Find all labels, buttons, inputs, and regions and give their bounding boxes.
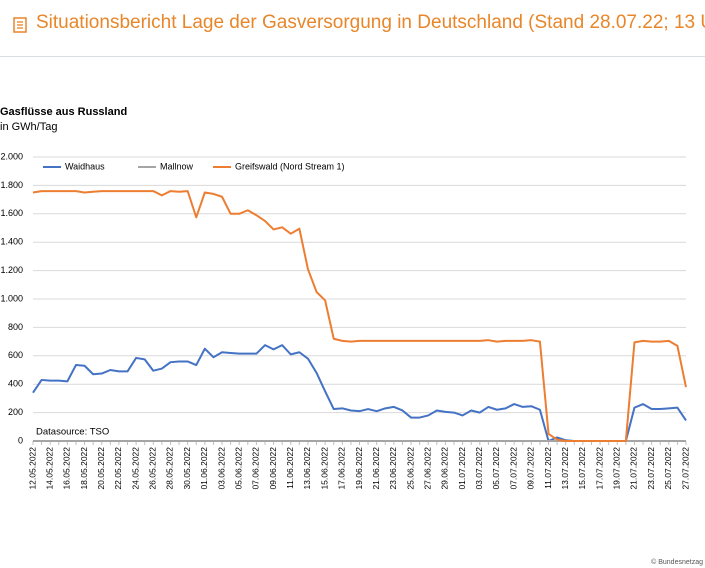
- x-tick-label: 13.07.2022: [560, 447, 570, 490]
- x-tick-label: 05.07.2022: [491, 447, 501, 490]
- header-icon: [13, 17, 27, 33]
- x-tick-label: 01.06.2022: [199, 447, 209, 490]
- legend-label: Mallnow: [160, 161, 194, 171]
- x-tick-label: 30.05.2022: [182, 447, 192, 490]
- x-tick-label: 17.06.2022: [337, 447, 347, 490]
- x-tick-label: 03.06.2022: [216, 447, 226, 490]
- annotation: Datasource: TSO: [36, 427, 109, 438]
- x-tick-label: 15.06.2022: [319, 447, 329, 490]
- x-tick-label: 23.06.2022: [388, 447, 398, 490]
- x-tick-label: 19.06.2022: [354, 447, 364, 490]
- y-tick-label: 1.800: [0, 180, 23, 190]
- legend-label: Waidhaus: [65, 161, 105, 171]
- x-tick-label: 07.06.2022: [251, 447, 261, 490]
- y-tick-label: 1.200: [0, 265, 23, 275]
- copyright: © Bundesnetzag: [651, 558, 703, 566]
- header-title: Situationsbericht Lage der Gasversorgung…: [36, 12, 705, 33]
- x-tick-label: 27.07.2022: [680, 447, 690, 490]
- x-tick-label: 15.07.2022: [577, 447, 587, 490]
- x-tick-label: 25.06.2022: [405, 447, 415, 490]
- series-line: [32, 344, 687, 442]
- header: Situationsbericht Lage der Gasversorgung…: [0, 0, 705, 57]
- x-tick-label: 27.06.2022: [422, 447, 432, 490]
- x-tick-label: 03.07.2022: [474, 447, 484, 490]
- y-tick-label: 400: [8, 379, 23, 389]
- legend-label: Greifswald (Nord Stream 1): [235, 161, 345, 171]
- x-tick-label: 23.07.2022: [646, 447, 656, 490]
- x-tick-label: 20.05.2022: [96, 447, 106, 490]
- x-tick-label: 05.06.2022: [233, 447, 243, 490]
- x-tick-label: 22.05.2022: [113, 447, 123, 490]
- y-tick-label: 2.000: [0, 151, 23, 161]
- x-tick-label: 14.05.2022: [44, 447, 54, 490]
- x-tick-label: 21.07.2022: [629, 447, 639, 490]
- x-tick-label: 13.06.2022: [302, 447, 312, 490]
- chart-title: Gasflüsse aus Russland: [0, 106, 127, 118]
- x-tick-label: 24.05.2022: [130, 447, 140, 490]
- x-tick-label: 26.05.2022: [148, 447, 158, 490]
- x-tick-label: 18.05.2022: [79, 447, 89, 490]
- x-tick-label: 11.06.2022: [285, 447, 295, 489]
- x-tick-label: 12.05.2022: [27, 447, 37, 490]
- x-tick-label: 11.07.2022: [543, 447, 553, 489]
- y-tick-label: 1.000: [0, 293, 23, 303]
- x-tick-label: 16.05.2022: [62, 447, 72, 490]
- y-tick-label: 1.400: [0, 237, 23, 247]
- x-tick-label: 29.06.2022: [440, 447, 450, 490]
- x-tick-label: 25.07.2022: [663, 447, 673, 490]
- y-tick-label: 0: [18, 435, 23, 445]
- series-line: [32, 190, 687, 442]
- x-tick-label: 21.06.2022: [371, 447, 381, 490]
- x-tick-label: 09.07.2022: [526, 447, 536, 490]
- chart-subtitle: in GWh/Tag: [0, 121, 57, 133]
- y-tick-label: 600: [8, 350, 23, 360]
- y-tick-label: 800: [8, 322, 23, 332]
- y-tick-label: 200: [8, 407, 23, 417]
- x-tick-label: 01.07.2022: [457, 447, 467, 490]
- x-tick-label: 17.07.2022: [594, 447, 604, 490]
- x-tick-label: 28.05.2022: [165, 447, 175, 490]
- x-tick-label: 09.06.2022: [268, 447, 278, 490]
- y-tick-label: 1.600: [0, 208, 23, 218]
- x-tick-label: 07.07.2022: [508, 447, 518, 490]
- x-tick-label: 19.07.2022: [612, 447, 622, 490]
